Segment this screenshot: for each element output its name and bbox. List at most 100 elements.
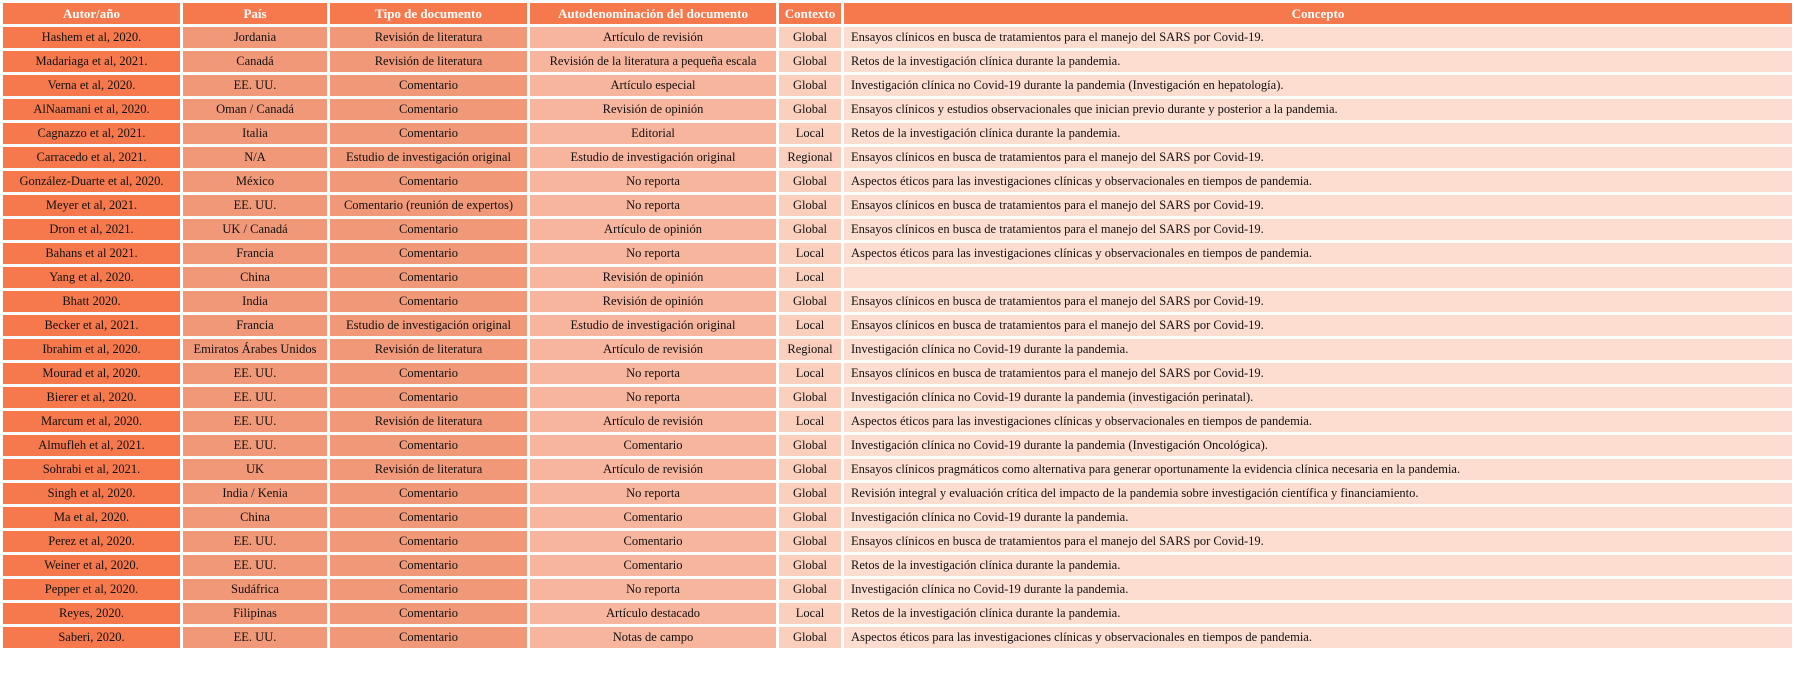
cell-concepto: Investigación clínica no Covid-19 durant… [844, 507, 1792, 528]
cell-auto: Artículo destacado [530, 603, 776, 624]
cell-pais: EE. UU. [183, 531, 327, 552]
cell-contexto: Global [779, 219, 841, 240]
cell-tipo: Comentario [330, 435, 527, 456]
cell-concepto: Aspectos éticos para las investigaciones… [844, 243, 1792, 264]
cell-tipo: Comentario [330, 555, 527, 576]
cell-concepto: Aspectos éticos para las investigaciones… [844, 171, 1792, 192]
cell-autor: Dron et al, 2021. [3, 219, 180, 240]
cell-concepto: Retos de la investigación clínica durant… [844, 603, 1792, 624]
column-header-tipo: Tipo de documento [330, 3, 527, 24]
cell-tipo: Comentario [330, 579, 527, 600]
table-row: Carracedo et al, 2021. N/A Estudio de inve… [3, 147, 1792, 168]
cell-concepto: Ensayos clínicos y estudios observaciona… [844, 99, 1792, 120]
cell-auto: Artículo de revisión [530, 459, 776, 480]
table-row: Ibrahim et al, 2020. Emiratos Árabes Unid… [3, 339, 1792, 360]
table-row: Reyes, 2020. Filipinas Comentario Artículo … [3, 603, 1792, 624]
table-row: AlNaamani et al, 2020. Oman / Canadá Comen… [3, 99, 1792, 120]
cell-tipo: Comentario [330, 123, 527, 144]
table-row: González-Duarte et al, 2020. México Coment… [3, 171, 1792, 192]
cell-tipo: Comentario [330, 243, 527, 264]
cell-auto: No reporta [530, 243, 776, 264]
table-row: Bhatt 2020. India Comentario Revisión de op… [3, 291, 1792, 312]
cell-pais: EE. UU. [183, 435, 327, 456]
cell-tipo: Revisión de literatura [330, 411, 527, 432]
cell-pais: EE. UU. [183, 627, 327, 648]
cell-auto: Estudio de investigación original [530, 147, 776, 168]
table-header: Autor/año País Tipo de documento Autodenomi… [3, 3, 1792, 24]
cell-autor: Weiner et al, 2020. [3, 555, 180, 576]
cell-autor: Verna et al, 2020. [3, 75, 180, 96]
cell-auto: No reporta [530, 579, 776, 600]
cell-auto: No reporta [530, 387, 776, 408]
cell-contexto: Global [779, 459, 841, 480]
cell-auto: Artículo de revisión [530, 339, 776, 360]
cell-concepto: Investigación clínica no Covid-19 durant… [844, 339, 1792, 360]
cell-pais: EE. UU. [183, 411, 327, 432]
table-row: Singh et al, 2020. India / Kenia Comentari… [3, 483, 1792, 504]
cell-pais: Francia [183, 315, 327, 336]
cell-autor: Singh et al, 2020. [3, 483, 180, 504]
cell-auto: Editorial [530, 123, 776, 144]
cell-pais: Sudáfrica [183, 579, 327, 600]
cell-auto: Revisión de la literatura a pequeña esca… [530, 51, 776, 72]
cell-auto: Artículo de revisión [530, 411, 776, 432]
cell-tipo: Revisión de literatura [330, 27, 527, 48]
cell-concepto: Ensayos clínicos en busca de tratamiento… [844, 195, 1792, 216]
cell-contexto: Global [779, 627, 841, 648]
table-row: Cagnazzo et al, 2021. Italia Comentario Edi… [3, 123, 1792, 144]
cell-concepto: Retos de la investigación clínica durant… [844, 555, 1792, 576]
cell-tipo: Comentario [330, 531, 527, 552]
cell-concepto: Ensayos clínicos en busca de tratamiento… [844, 27, 1792, 48]
cell-auto: Artículo de opinión [530, 219, 776, 240]
cell-tipo: Comentario [330, 387, 527, 408]
cell-pais: India / Kenia [183, 483, 327, 504]
cell-contexto: Global [779, 531, 841, 552]
cell-concepto: Investigación clínica no Covid-19 durant… [844, 75, 1792, 96]
cell-contexto: Local [779, 315, 841, 336]
cell-auto: Comentario [530, 435, 776, 456]
cell-contexto: Regional [779, 147, 841, 168]
cell-concepto: Investigación clínica no Covid-19 durant… [844, 387, 1792, 408]
cell-contexto: Global [779, 435, 841, 456]
cell-tipo: Comentario [330, 483, 527, 504]
cell-autor: Almufleh et al, 2021. [3, 435, 180, 456]
table-row: Hashem et al, 2020. Jordania Revisión de l… [3, 27, 1792, 48]
cell-auto: Comentario [530, 555, 776, 576]
cell-pais: China [183, 507, 327, 528]
cell-tipo: Estudio de investigación original [330, 147, 527, 168]
table-body: Hashem et al, 2020. Jordania Revisión de l… [3, 27, 1792, 648]
cell-autor: Perez et al, 2020. [3, 531, 180, 552]
cell-auto: Artículo especial [530, 75, 776, 96]
cell-pais: Oman / Canadá [183, 99, 327, 120]
column-header-auto: Autodenominación del documento [530, 3, 776, 24]
cell-tipo: Comentario [330, 171, 527, 192]
cell-autor: Bahans et al 2021. [3, 243, 180, 264]
cell-contexto: Local [779, 123, 841, 144]
cell-pais: India [183, 291, 327, 312]
cell-pais: EE. UU. [183, 555, 327, 576]
table-row: Meyer et al, 2021. EE. UU. Comentario (reu… [3, 195, 1792, 216]
cell-tipo: Comentario [330, 363, 527, 384]
cell-contexto: Global [779, 51, 841, 72]
cell-pais: UK / Canadá [183, 219, 327, 240]
cell-autor: Bhatt 2020. [3, 291, 180, 312]
literature-review-table: Autor/año País Tipo de documento Autodenomi… [3, 3, 1792, 648]
cell-contexto: Global [779, 291, 841, 312]
table-row: Dron et al, 2021. UK / Canadá Comentario Ar… [3, 219, 1792, 240]
cell-pais: Filipinas [183, 603, 327, 624]
cell-contexto: Global [779, 555, 841, 576]
cell-tipo: Comentario [330, 219, 527, 240]
cell-autor: Becker et al, 2021. [3, 315, 180, 336]
cell-auto: Comentario [530, 507, 776, 528]
cell-autor: Bierer et al, 2020. [3, 387, 180, 408]
cell-pais: Italia [183, 123, 327, 144]
column-header-pais: País [183, 3, 327, 24]
table-row: Madariaga et al, 2021. Canadá Revisión de … [3, 51, 1792, 72]
cell-autor: AlNaamani et al, 2020. [3, 99, 180, 120]
cell-pais: Canadá [183, 51, 327, 72]
cell-autor: Pepper et al, 2020. [3, 579, 180, 600]
cell-pais: N/A [183, 147, 327, 168]
table-row: Mourad et al, 2020. EE. UU. Comentario No r… [3, 363, 1792, 384]
table-row: Perez et al, 2020. EE. UU. Comentario Comen… [3, 531, 1792, 552]
cell-auto: Estudio de investigación original [530, 315, 776, 336]
